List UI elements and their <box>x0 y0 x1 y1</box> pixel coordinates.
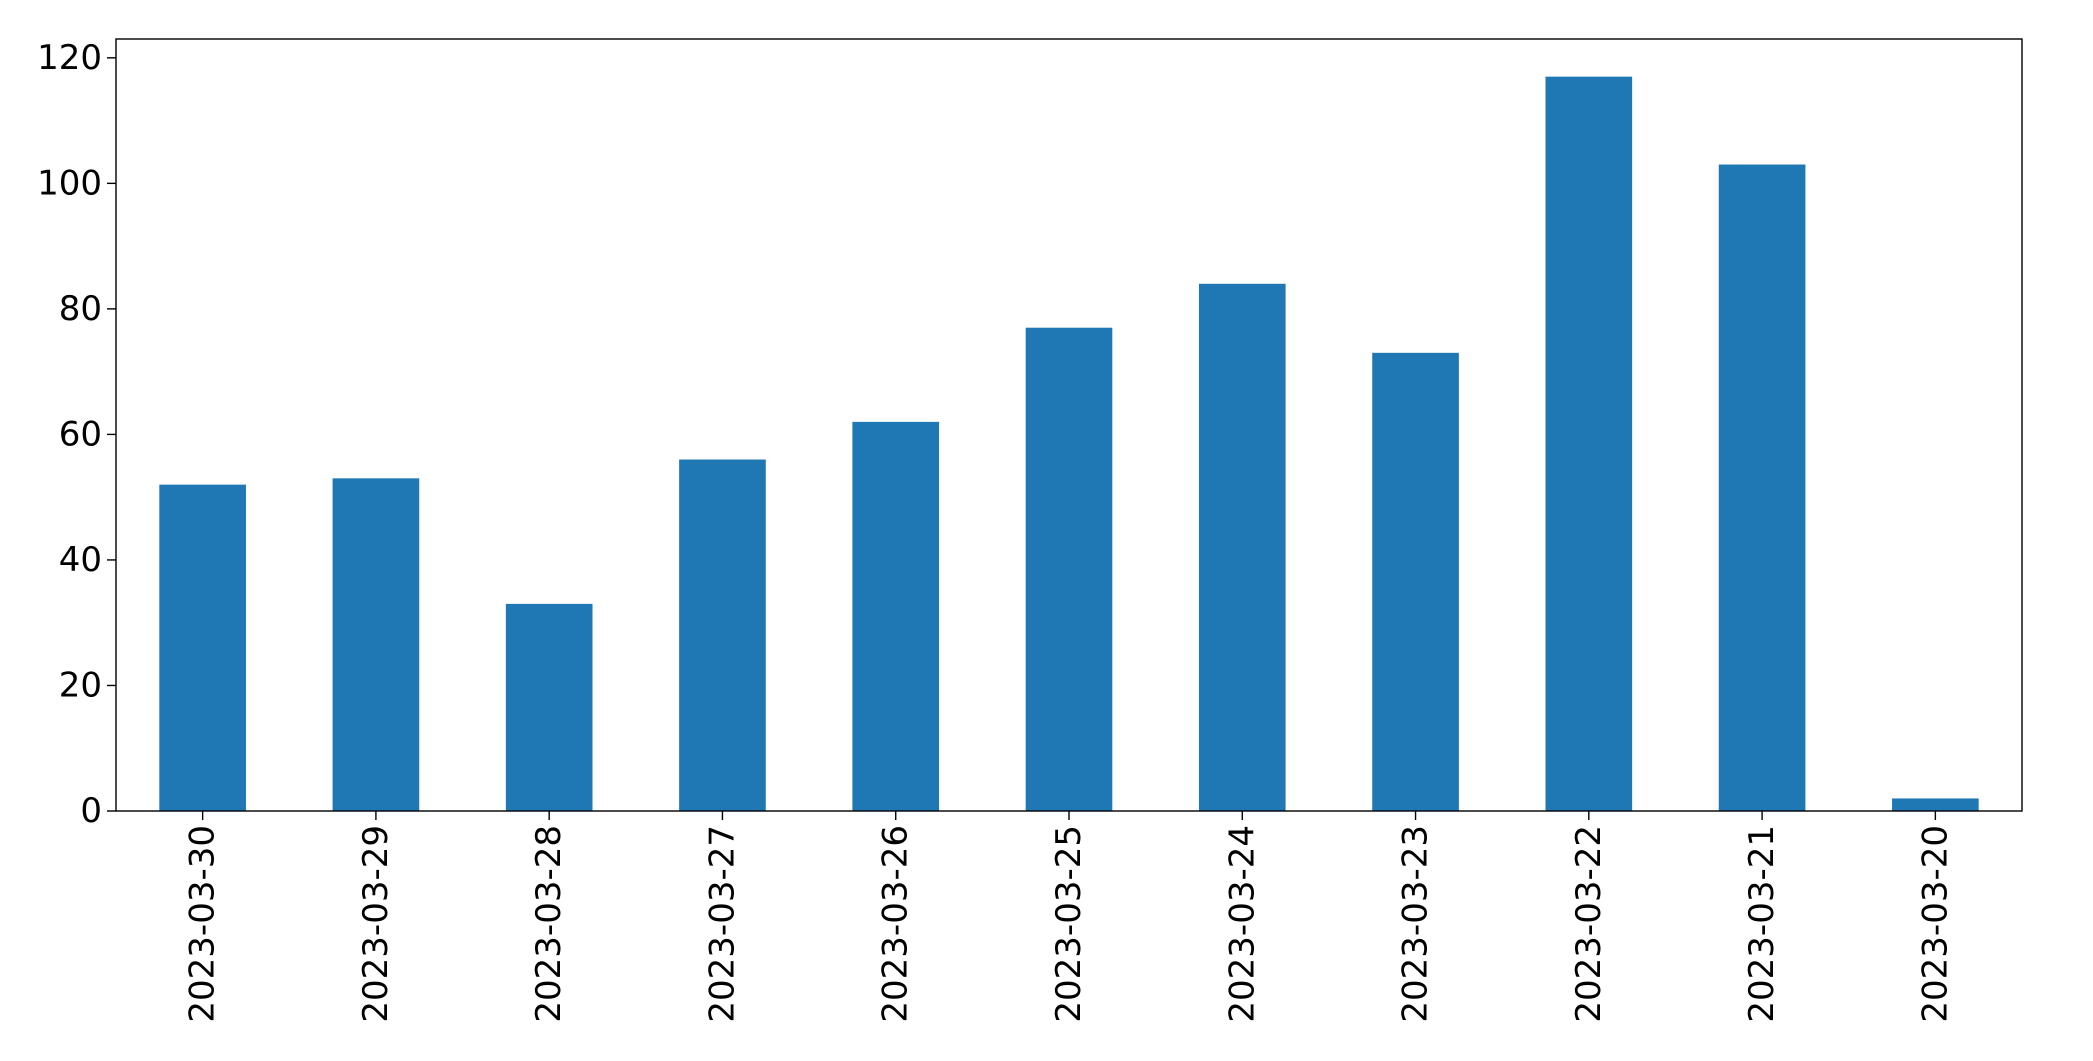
x-tick-label: 2023-03-22 <box>1569 825 1609 1023</box>
bar-2023-03-27 <box>679 459 766 811</box>
bar-2023-03-26 <box>852 421 940 811</box>
x-tick-label: 2023-03-26 <box>876 825 916 1023</box>
bar-2023-03-25 <box>1025 327 1113 811</box>
plot-frame <box>115 38 2023 812</box>
bar-2023-03-23 <box>1372 352 1459 811</box>
y-axis: 0 20 40 60 80 100 120 <box>37 38 116 831</box>
x-tick-label: 2023-03-24 <box>1222 825 1262 1023</box>
x-tick-label: 2023-03-30 <box>183 825 223 1023</box>
bar-2023-03-30 <box>159 484 246 811</box>
y-tick-label: 20 <box>59 665 102 705</box>
bars-layer <box>159 76 1979 812</box>
x-tick-label: 2023-03-28 <box>529 825 569 1023</box>
bar-2023-03-28 <box>505 603 593 811</box>
bar-2023-03-22 <box>1545 76 1633 811</box>
bar-2023-03-21 <box>1718 164 1806 812</box>
x-tick-label: 2023-03-27 <box>702 825 742 1023</box>
x-tick-label: 2023-03-23 <box>1396 825 1436 1023</box>
bar-2023-03-20 <box>1892 798 1979 811</box>
y-tick-label: 40 <box>59 540 102 580</box>
y-tick-label: 80 <box>59 289 102 329</box>
y-tick-label: 0 <box>80 791 102 831</box>
x-axis: 2023-03-30 2023-03-29 2023-03-28 2023-03-27… <box>183 811 1955 1023</box>
x-tick-label: 2023-03-29 <box>356 825 396 1023</box>
x-tick-label: 2023-03-25 <box>1049 825 1089 1023</box>
x-tick-label: 2023-03-20 <box>1915 825 1955 1023</box>
x-tick-label: 2023-03-21 <box>1742 825 1782 1023</box>
y-tick-label: 100 <box>37 163 102 203</box>
bar-2023-03-29 <box>332 478 420 811</box>
bar-2023-03-24 <box>1198 283 1286 811</box>
y-tick-label: 120 <box>37 38 102 78</box>
y-tick-label: 60 <box>59 414 102 454</box>
